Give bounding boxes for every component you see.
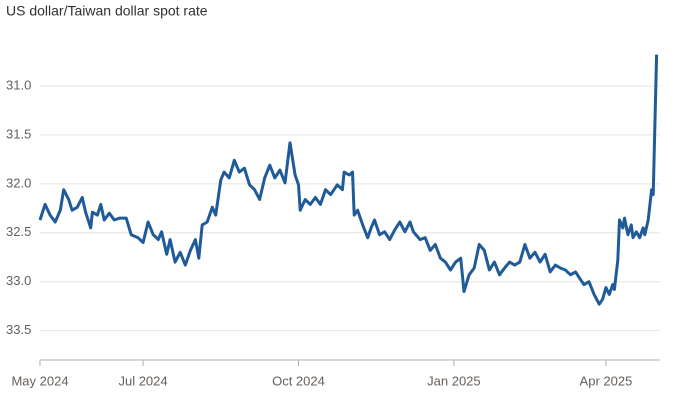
x-tick-label: Oct 2024: [272, 373, 325, 388]
chart-title: US dollar/Taiwan dollar spot rate: [6, 3, 208, 19]
y-tick-label: 31.5: [6, 126, 31, 141]
y-tick-label: 31.0: [6, 77, 31, 92]
y-tick-label: 32.0: [6, 175, 31, 190]
x-tick-label: Apr 2025: [580, 373, 633, 388]
y-tick-label: 33.5: [6, 322, 31, 337]
series-line: [38, 54, 659, 306]
x-tick-label: Jul 2024: [118, 373, 167, 388]
y-tick-label: 33.0: [6, 273, 31, 288]
x-tick-label: Jan 2025: [427, 373, 481, 388]
y-tick-label: 32.5: [6, 224, 31, 239]
x-tick-label: May 2024: [11, 373, 68, 388]
